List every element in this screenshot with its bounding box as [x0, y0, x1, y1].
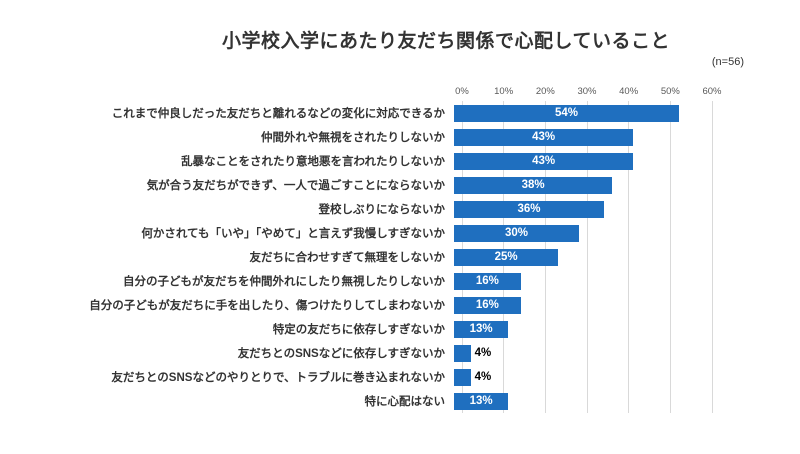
x-tick-label: 40% — [619, 86, 639, 97]
x-axis-ticks: 0% 10% 20% 30% 40% 50% 60% — [455, 86, 721, 98]
category-label: 自分の子どもが友だちを仲間外れにしたり無視したりしないか — [123, 276, 445, 288]
x-tick-label: 60% — [702, 86, 722, 97]
chart-row: 友だちとのSNSなどのやりとりで、トラブルに巻き込まれないか 4% — [0, 365, 800, 389]
chart-row: 特に心配はない 13% — [0, 389, 800, 413]
bar-track: 43% — [454, 149, 704, 173]
category-label: 特に心配はない — [364, 396, 446, 408]
value-label: 54% — [554, 107, 579, 119]
gridline — [586, 101, 588, 413]
chart-row: 自分の子どもが友だちに手を出したり、傷つけたりしてしまわないか 16% — [0, 293, 800, 317]
x-tick-label: 30% — [577, 86, 597, 97]
value-label: 4% — [474, 347, 492, 359]
bar — [454, 248, 559, 266]
bar — [454, 392, 509, 410]
bar-track: 38% — [454, 173, 704, 197]
chart-row: 何かされても「いや」「やめて」と言えず我慢しすぎないか 30% — [0, 221, 800, 245]
chart-row: 特定の友だちに依存しすぎないか 13% — [0, 317, 800, 341]
chart-row: 気が合う友だちができず、一人で過ごすことにならないか 38% — [0, 173, 800, 197]
chart-row: 登校しぶりにならないか 36% — [0, 197, 800, 221]
value-label: 30% — [504, 227, 529, 239]
chart-row: 仲間外れや無視をされたりしないか 43% — [0, 125, 800, 149]
bar — [454, 200, 604, 218]
value-label: 38% — [521, 179, 545, 191]
value-label: 36% — [517, 203, 541, 215]
category-label: 友だちとのSNSなどに依存しすぎないか — [237, 348, 445, 360]
category-label: 自分の子どもが友だちに手を出したり、傷つけたりしてしまわないか — [89, 300, 445, 312]
bar — [454, 320, 509, 338]
bar-track: 30% — [454, 221, 704, 245]
value-label: 13% — [469, 395, 493, 407]
category-label: 仲間外れや無視をされたりしないか — [261, 132, 445, 144]
bar — [454, 296, 521, 314]
sample-size-label: (n=56) — [711, 56, 744, 68]
category-label: これまで仲良しだった友だちと離れるなどの変化に対応できるか — [111, 108, 445, 120]
bar-track: 4% — [454, 365, 704, 389]
category-label: 友だちに合わせすぎて無理をしないか — [249, 252, 446, 264]
category-label: 気が合う友だちができず、一人で過ごすことにならないか — [146, 180, 445, 192]
bar-track: 16% — [454, 293, 704, 317]
bar-track: 25% — [454, 245, 704, 269]
bar-track: 43% — [454, 125, 704, 149]
chart-title: 小学校入学にあたり友だち関係で心配していること — [222, 31, 670, 52]
bar — [454, 176, 613, 194]
category-label: 登校しぶりにならないか — [318, 204, 446, 216]
bar-track: 13% — [454, 389, 704, 413]
gridline — [711, 101, 713, 413]
value-label: 25% — [494, 251, 518, 263]
category-label: 何かされても「いや」「やめて」と言えず我慢しすぎないか — [141, 228, 445, 240]
bar — [454, 128, 634, 146]
category-label: 友だちとのSNSなどのやりとりで、トラブルに巻き込まれないか — [111, 372, 445, 384]
bar — [454, 344, 471, 362]
category-label: 特定の友だちに依存しすぎないか — [272, 324, 445, 336]
bar — [454, 152, 634, 170]
bar-track: 36% — [454, 197, 704, 221]
value-label: 43% — [532, 155, 556, 167]
bar-rows: これまで仲良しだった友だちと離れるなどの変化に対応できるか 54% 仲間外れや無視を… — [0, 101, 800, 413]
chart-row: 友だちに合わせすぎて無理をしないか 25% — [0, 245, 800, 269]
bar-track: 4% — [454, 341, 704, 365]
x-tick-label: 20% — [535, 86, 555, 97]
bar — [454, 272, 521, 290]
chart-row: 乱暴なことをされたり意地悪を言われたりしないか 43% — [0, 149, 800, 173]
bar — [454, 368, 471, 386]
bar-track: 13% — [454, 317, 704, 341]
gridline — [628, 101, 630, 413]
bar — [454, 224, 579, 242]
value-label: 16% — [475, 275, 499, 287]
gridline — [669, 101, 671, 413]
x-tick-label: 10% — [494, 86, 514, 97]
value-label: 13% — [469, 323, 493, 335]
x-tick-label: 0% — [455, 86, 469, 97]
value-label: 4% — [474, 371, 492, 383]
bar-track: 54% — [454, 101, 704, 125]
bar-track: 16% — [454, 269, 704, 293]
category-label: 乱暴なことをされたり意地悪を言われたりしないか — [181, 156, 445, 168]
chart-row: 友だちとのSNSなどに依存しすぎないか 4% — [0, 341, 800, 365]
chart-row: これまで仲良しだった友だちと離れるなどの変化に対応できるか 54% — [0, 101, 800, 125]
bar — [454, 104, 679, 122]
value-label: 43% — [532, 131, 556, 143]
value-label: 16% — [475, 299, 499, 311]
chart-row: 自分の子どもが友だちを仲間外れにしたり無視したりしないか 16% — [0, 269, 800, 293]
x-tick-label: 50% — [660, 86, 680, 97]
